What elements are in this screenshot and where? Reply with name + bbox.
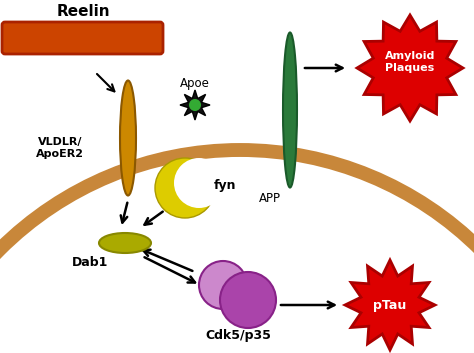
Text: APP: APP	[259, 191, 281, 204]
Circle shape	[174, 158, 224, 208]
Text: Amyloid
Plaques: Amyloid Plaques	[385, 51, 435, 73]
Circle shape	[220, 272, 276, 328]
Circle shape	[189, 99, 201, 111]
Text: pTau: pTau	[374, 299, 407, 311]
Ellipse shape	[283, 32, 297, 187]
Text: Apoe: Apoe	[180, 78, 210, 90]
Polygon shape	[357, 15, 463, 121]
Circle shape	[199, 261, 247, 309]
Text: VLDLR/
ApoER2: VLDLR/ ApoER2	[36, 137, 84, 159]
Circle shape	[155, 158, 215, 218]
Ellipse shape	[120, 80, 136, 196]
FancyBboxPatch shape	[2, 22, 163, 54]
Ellipse shape	[99, 233, 151, 253]
Text: Cdk5/p35: Cdk5/p35	[205, 329, 271, 341]
Text: Dab1: Dab1	[72, 257, 108, 269]
Polygon shape	[345, 260, 435, 350]
Text: Reelin: Reelin	[56, 5, 110, 19]
Polygon shape	[180, 90, 210, 120]
Text: fyn: fyn	[214, 179, 236, 191]
